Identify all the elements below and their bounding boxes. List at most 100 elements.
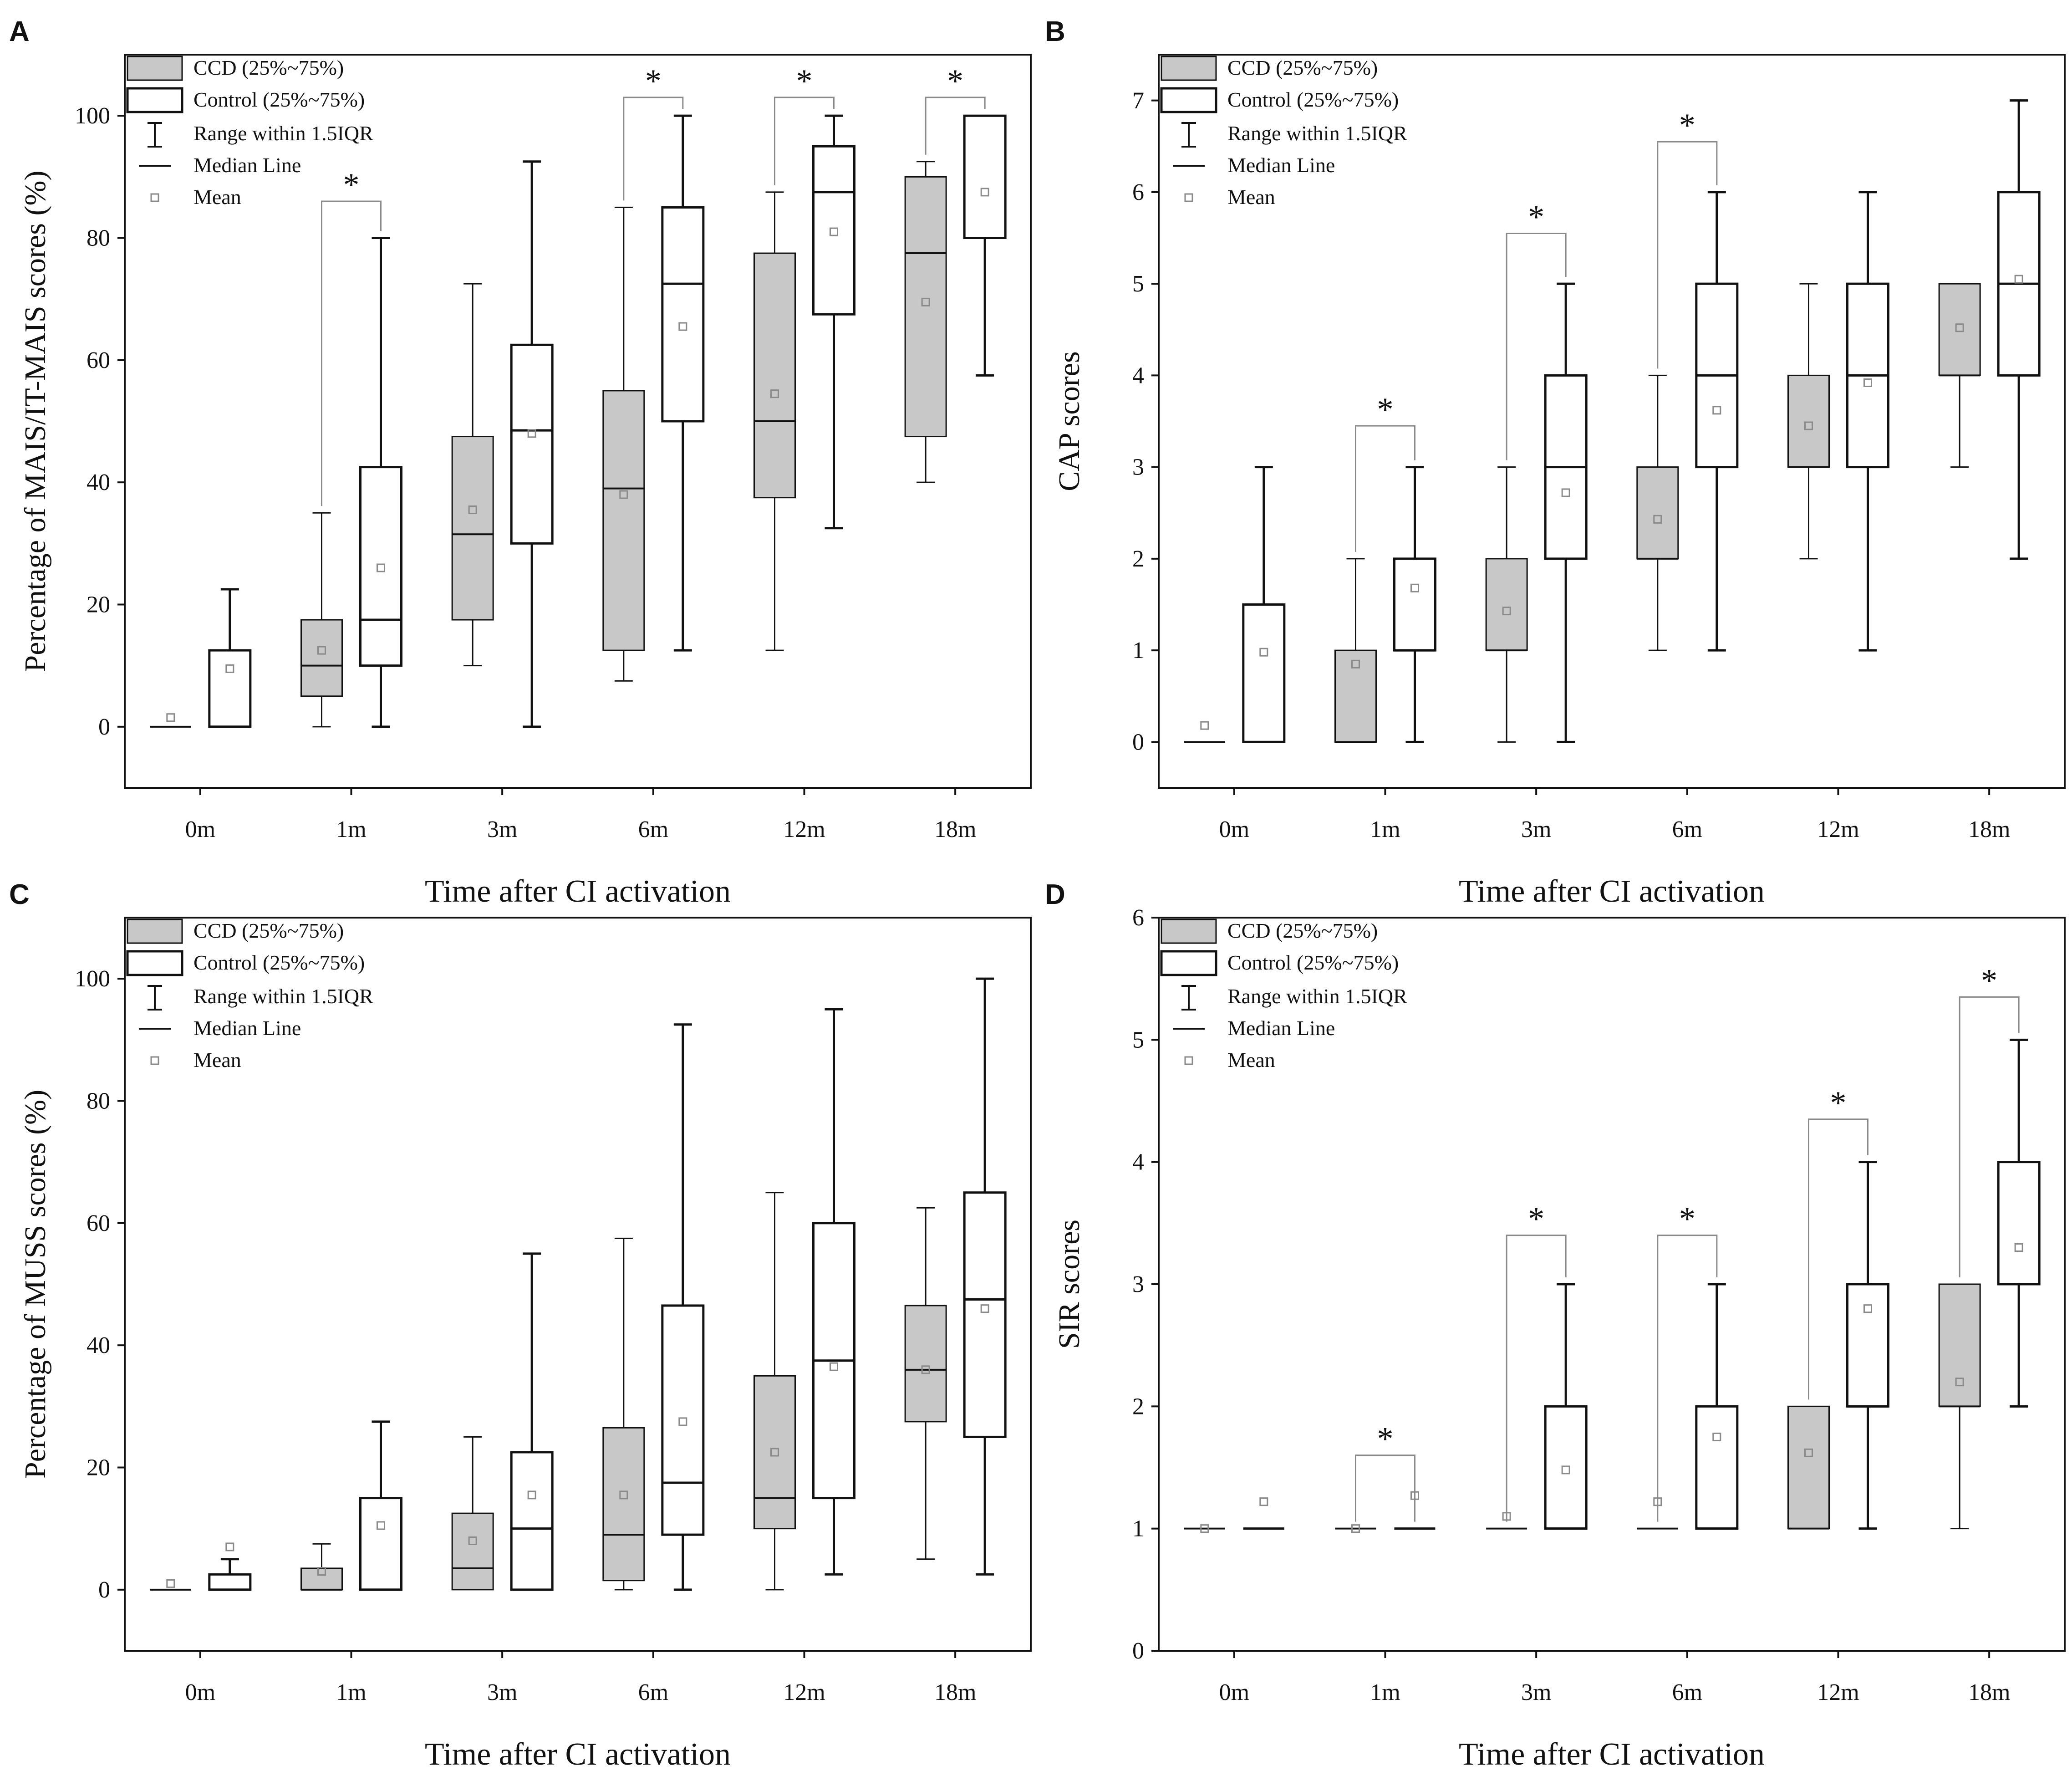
mean-marker (2014, 1243, 2023, 1252)
ccd-box-12m (753, 1192, 796, 1591)
box-iqr (753, 252, 796, 499)
box-iqr (510, 1451, 554, 1591)
legend: CCD (25%~75%) Control (25%~75%) Range with… (1160, 56, 1407, 209)
box-iqr (1544, 1405, 1588, 1530)
mean-marker (678, 1417, 687, 1426)
bracket-line (1355, 425, 1415, 552)
significance-star: * (645, 63, 662, 99)
legend: CCD (25%~75%) Control (25%~75%) Range with… (126, 56, 373, 209)
mean-marker (770, 389, 779, 398)
y-tick-label: 20 (87, 592, 110, 618)
box-iqr (1695, 1405, 1739, 1530)
mean-marker (225, 664, 234, 673)
legend-swatch-ccd (127, 56, 183, 81)
control-box-18m (1997, 1038, 2041, 1408)
x-tick-label: 12m (783, 1679, 825, 1705)
legend-label-mean: Mean (193, 1048, 241, 1072)
bracket-line (1959, 996, 2020, 1277)
mean-marker (468, 505, 477, 515)
legend-label-ccd: CCD (25%~75%) (193, 56, 344, 79)
ccd-box-1m (300, 1543, 343, 1591)
mean-marker (1804, 1448, 1813, 1457)
ccd-box-18m (904, 161, 947, 483)
significance-bracket: * (321, 167, 382, 506)
y-axis-title: Percentage of MUSS scores (%) (19, 1090, 52, 1479)
ccd-box-6m (602, 206, 645, 682)
x-tick-label: 18m (934, 817, 976, 842)
y-tick-label: 4 (1132, 1149, 1144, 1175)
control-box-12m (812, 1008, 855, 1576)
y-tick-label: 40 (87, 470, 110, 495)
control-box-1m (359, 1420, 402, 1591)
bracket-line (774, 97, 835, 185)
mean-marker (980, 188, 989, 197)
significance-star: * (1377, 391, 1394, 428)
box-iqr (661, 206, 705, 423)
x-tick-label: 6m (1672, 817, 1702, 842)
y-tick-label: 5 (1132, 271, 1144, 297)
panel-d: D 0 1 2 3 4 5 6 0m 1m 3m 6m 12m 18m Time after CI acti… (1045, 879, 2066, 1771)
box-iqr (1393, 557, 1436, 652)
mean-marker (1804, 421, 1813, 430)
control-box-0m (208, 1542, 252, 1591)
legend-label-range: Range within 1.5IQR (193, 122, 373, 145)
control-box-6m (1695, 191, 1739, 652)
legend-mean-marker (150, 193, 159, 202)
control-box-18m (963, 114, 1007, 377)
significance-star: * (1679, 1201, 1695, 1237)
mean-marker (468, 1536, 477, 1545)
box-iqr (300, 619, 343, 697)
mean-marker (1653, 515, 1662, 524)
box-iqr (812, 145, 855, 316)
ccd-box-0m (1184, 721, 1225, 743)
control-box-6m (1695, 1283, 1739, 1530)
legend-label-mean: Mean (1227, 1048, 1275, 1072)
legend-swatch-control (1160, 87, 1217, 113)
control-box-12m (812, 114, 855, 530)
y-tick-label: 0 (98, 714, 110, 740)
mean-marker (225, 1542, 234, 1552)
box-iqr (451, 436, 494, 621)
mean-marker (1561, 488, 1570, 497)
plot-frame (124, 917, 1032, 1652)
significance-bracket: * (925, 63, 986, 155)
significance-star: * (1528, 199, 1544, 235)
x-tick-label: 3m (487, 817, 517, 842)
x-axis-title: Time after CI activation (425, 1737, 731, 1771)
ccd-box-12m (1787, 1405, 1830, 1530)
significance-star: * (1679, 107, 1695, 143)
plot-frame (1158, 54, 2066, 789)
significance-star: * (1528, 1201, 1544, 1237)
mean-marker (1955, 323, 1964, 332)
plot-frame (124, 54, 1032, 789)
x-tick-label: 18m (934, 1679, 976, 1705)
control-box-0m (1242, 466, 1286, 743)
mean-marker (1200, 1524, 1209, 1533)
legend-mean-marker (1184, 193, 1193, 202)
ccd-box-6m (602, 1237, 645, 1591)
ccd-box-6m (1636, 374, 1679, 651)
mean-marker (980, 1304, 989, 1313)
significance-star: * (947, 63, 963, 99)
box-iqr (208, 649, 252, 728)
legend-label-median: Median Line (193, 153, 301, 177)
panel-label: D (1045, 879, 1065, 910)
control-box-18m (963, 977, 1007, 1576)
mean-marker (1863, 378, 1872, 387)
y-tick-label: 1 (1132, 1516, 1144, 1542)
legend-mean-marker (1184, 1056, 1193, 1065)
y-tick-label: 1 (1132, 638, 1144, 663)
x-tick-label: 1m (1370, 1679, 1400, 1705)
control-box-0m (208, 588, 252, 728)
x-axis-title: Time after CI activation (1459, 1737, 1765, 1771)
significance-bracket: * (1506, 1201, 1567, 1522)
legend-label-control: Control (25%~75%) (1227, 951, 1399, 974)
x-tick-label: 12m (783, 817, 825, 842)
x-tick-label: 1m (1370, 817, 1400, 842)
significance-bracket: * (774, 63, 835, 185)
legend-mean-marker (150, 1056, 159, 1065)
y-axis-title: Percentage of MAIS/IT-MAIS scores (%) (19, 171, 52, 672)
bracket-line (623, 97, 684, 201)
control-box-18m (1997, 99, 2041, 560)
mean-marker (1351, 659, 1360, 669)
